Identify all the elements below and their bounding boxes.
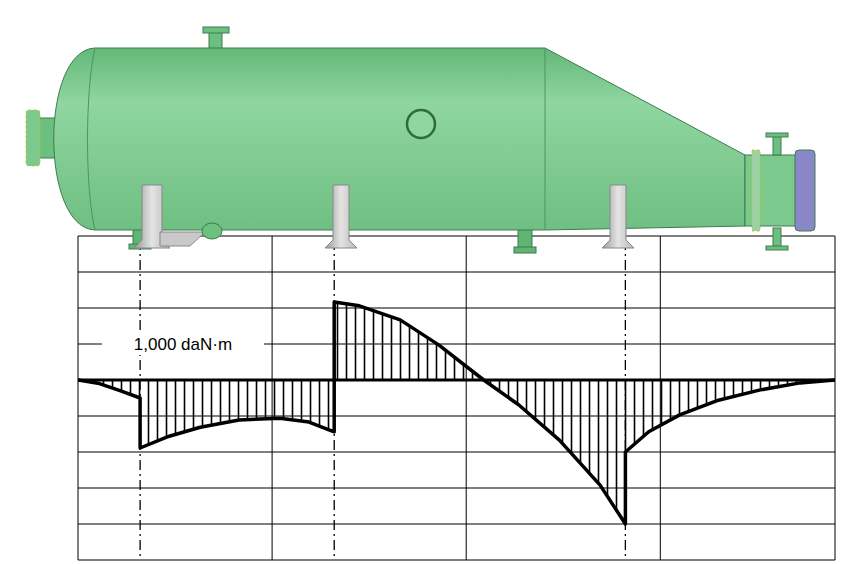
saddle-plate [160, 232, 205, 246]
grid-line [78, 272, 835, 273]
moment-curve-group [78, 302, 835, 524]
flange [795, 150, 815, 231]
flange [203, 27, 229, 33]
moment-area [78, 302, 835, 524]
saddle [602, 185, 634, 248]
grid [78, 236, 835, 560]
vessel [26, 27, 815, 253]
flange [766, 133, 788, 137]
nozzle [202, 223, 222, 239]
manhole [407, 110, 435, 138]
diagram: 1,000 daN·m [0, 0, 856, 564]
grid-line [466, 236, 467, 560]
label-background [102, 333, 264, 355]
flange [752, 150, 760, 231]
grid-line [78, 452, 835, 453]
flange [26, 110, 40, 166]
moment-line [78, 302, 835, 524]
grid-line [78, 524, 835, 525]
grid-line [835, 236, 836, 560]
grid-line [78, 488, 835, 489]
page: 1,000 daN·m [0, 0, 856, 564]
seam [545, 48, 546, 230]
saddle [325, 185, 357, 248]
grid-line [78, 236, 79, 560]
flange [766, 246, 788, 250]
flange [514, 247, 536, 253]
nozzle [773, 228, 781, 248]
grid-line [78, 560, 835, 561]
seam [88, 48, 96, 230]
nozzle [773, 135, 781, 155]
grid-line [78, 308, 835, 309]
scale-label: 1,000 daN·m [134, 335, 232, 354]
